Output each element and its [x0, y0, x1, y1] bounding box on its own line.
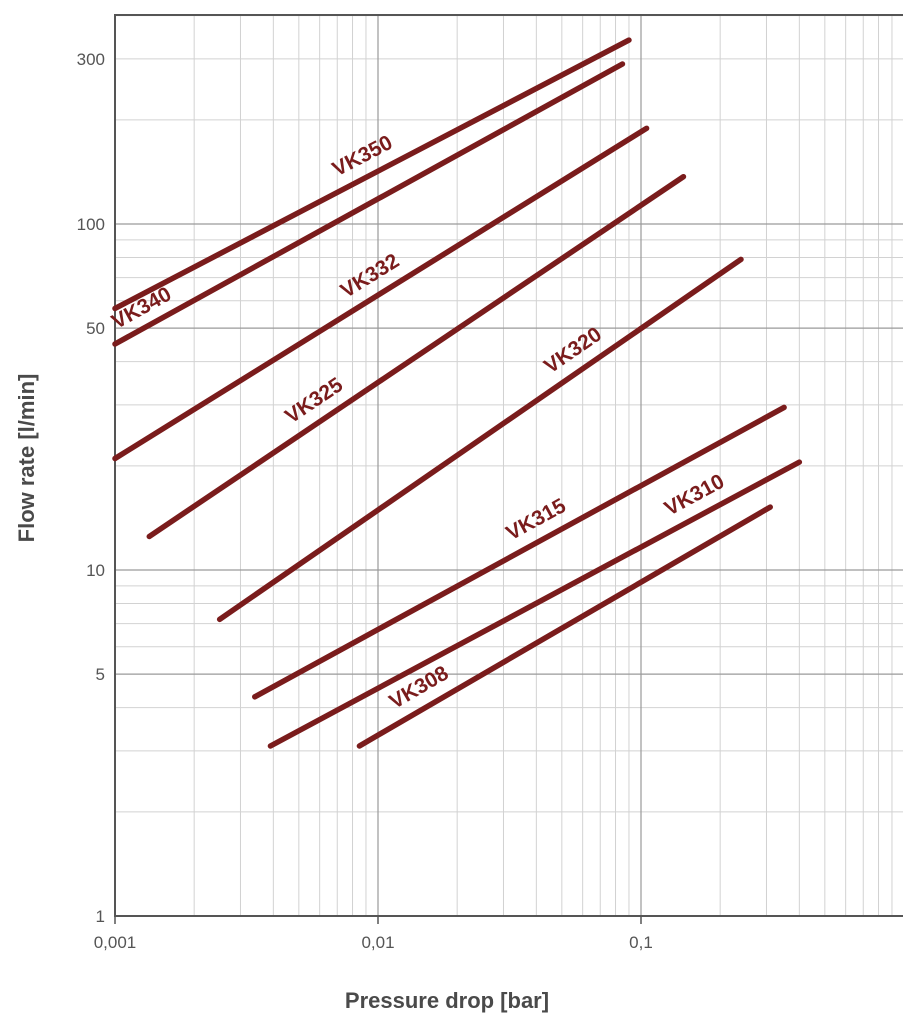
y-tick-label: 5 [96, 665, 105, 684]
x-tick-label: 0,01 [361, 933, 394, 952]
y-tick-label: 10 [86, 561, 105, 580]
series-line-vk308 [356, 504, 773, 749]
series-line-vk310 [267, 459, 803, 749]
series-line-vk320 [216, 256, 744, 623]
series-label-vk320: VK320 [540, 323, 606, 378]
series-line-vk325 [146, 173, 687, 540]
axes [114, 14, 903, 917]
series-layer [112, 37, 803, 749]
x-tick-label: 0,1 [629, 933, 653, 952]
series-line-vk332 [112, 125, 650, 462]
series-label-vk350: VK350 [329, 131, 397, 181]
x-tick-label: 0,001 [94, 933, 137, 952]
series-label-vk340: VK340 [108, 283, 175, 334]
y-tick-label: 300 [77, 50, 105, 69]
y-tick-label: 50 [86, 319, 105, 338]
series-line-vk340 [112, 61, 626, 347]
series-label-group: VK320 [540, 323, 606, 378]
tick-labels: 0,001 0,01 0,1 1 5 10 50 100 300 [77, 50, 653, 952]
y-tick-label: 1 [96, 907, 105, 926]
series-line-vk315 [252, 404, 787, 700]
x-axis-title: Pressure drop [bar] [345, 988, 549, 1013]
minor-grid [115, 15, 903, 916]
series-label-group: VK350 [329, 131, 397, 181]
y-tick-label: 100 [77, 215, 105, 234]
series-label-vk310: VK310 [661, 470, 728, 521]
y-axis-title: Flow rate [l/min] [14, 374, 39, 543]
series-label-group: VK310 [661, 470, 728, 521]
series-label-group: VK340 [108, 283, 175, 334]
series-line-vk350 [112, 37, 632, 312]
